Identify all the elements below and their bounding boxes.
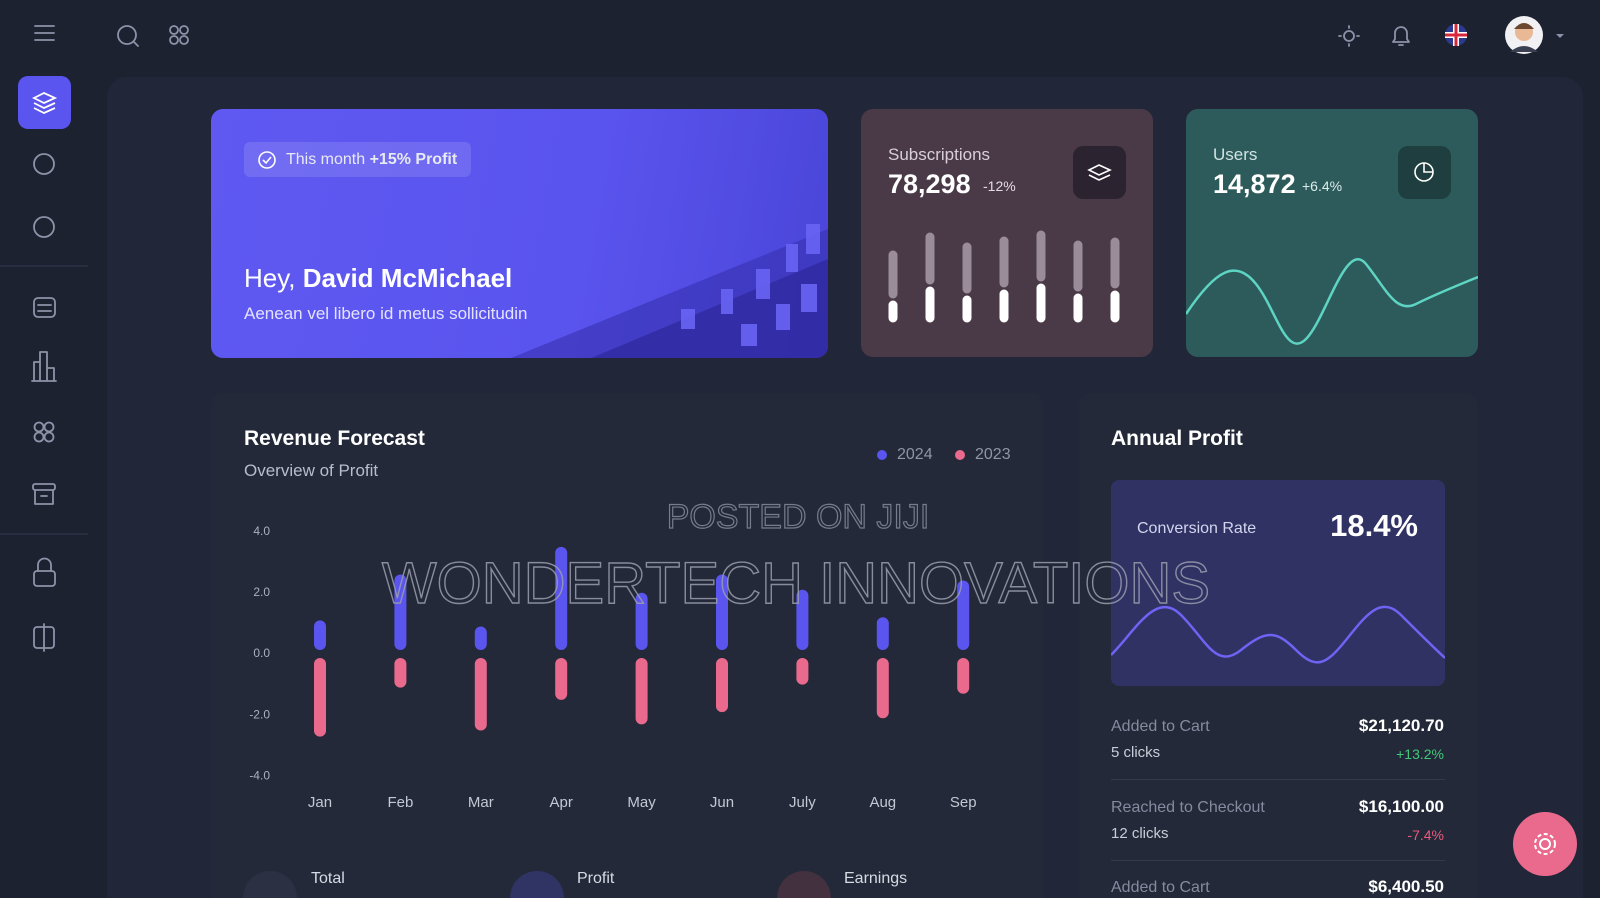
nav-icons[interactable]	[0, 153, 89, 652]
conversion-label: Conversion Rate	[1137, 520, 1257, 537]
annual-title: Annual Profit	[1111, 427, 1243, 450]
bar	[796, 658, 809, 685]
hero-art	[511, 224, 828, 358]
users-change: +6.4%	[1302, 178, 1343, 194]
badge-prefix: This month	[286, 151, 366, 168]
revenue-card	[211, 393, 1043, 898]
x-tick-label: Mar	[468, 794, 494, 811]
subscriptions-art	[888, 146, 1126, 323]
subscriptions-card: Subscriptions 78,298 -12%	[861, 109, 1153, 357]
users-card: Users 14,872 +6.4%	[1186, 109, 1478, 357]
x-tick-label: Jan	[308, 794, 332, 811]
item-label: Added to Cart	[1111, 718, 1210, 735]
divider	[1111, 779, 1445, 780]
stat-label: Earnings	[844, 870, 908, 887]
item-clicks: 5 clicks	[1111, 744, 1161, 761]
profit-badge: This month +15% Profit	[244, 142, 472, 177]
bar	[394, 658, 407, 688]
legend-label: 2023	[975, 446, 1011, 463]
bar	[474, 658, 487, 731]
x-tick-label: May	[627, 794, 656, 811]
x-tick-label: Apr	[550, 794, 573, 811]
x-tick-label: Feb	[387, 794, 413, 811]
bar	[635, 658, 648, 725]
y-tick-label: 4.0	[253, 524, 270, 538]
bar	[876, 658, 889, 719]
bar	[474, 626, 487, 650]
bar	[635, 592, 648, 650]
bar	[876, 617, 889, 650]
bar	[555, 546, 568, 650]
users-label: Users	[1213, 145, 1258, 164]
bar	[716, 574, 728, 650]
users-value: 14,872	[1213, 169, 1296, 199]
conversion-box: Conversion Rate 18.4%	[1111, 480, 1445, 686]
item-label: Added to Cart	[1111, 879, 1210, 896]
hero-subtitle: Aenean vel libero id metus sollicitudin	[244, 304, 528, 323]
x-tick-label: Aug	[869, 794, 896, 811]
bar	[555, 658, 568, 700]
y-tick-label: -2.0	[249, 707, 270, 721]
y-tick-label: -4.0	[249, 769, 270, 783]
layers-icon	[31, 92, 58, 114]
conversion-value: 18.4%	[1330, 508, 1418, 543]
subscriptions-value: 78,298	[888, 169, 971, 199]
avatar[interactable]	[1505, 16, 1564, 54]
bar	[716, 658, 728, 713]
user-name: David McMichael	[302, 263, 513, 293]
badge-highlight: +15% Profit	[369, 151, 458, 168]
topbar	[117, 16, 1564, 54]
item-change: -7.4%	[1407, 827, 1444, 843]
y-tick-label: 2.0	[253, 585, 270, 599]
hero-card: This month +15% Profit Hey, David McMich…	[211, 109, 828, 358]
sidebar-icons	[0, 25, 89, 652]
users-art	[1186, 146, 1478, 345]
item-amount: $6,400.50	[1368, 877, 1444, 896]
chart-title: Revenue Forecast	[244, 427, 425, 450]
greeting: Hey, David McMichael	[244, 263, 512, 294]
item-label: Reached to Checkout	[1111, 799, 1265, 816]
x-tick-label: July	[789, 794, 816, 811]
item-clicks: 12 clicks	[1111, 825, 1169, 842]
bar	[957, 658, 970, 694]
flag-icon[interactable]	[1445, 24, 1467, 46]
annual-profit-card: Annual Profit Conversion Rate 18.4%	[1079, 393, 1477, 898]
item-amount: $21,120.70	[1358, 716, 1444, 735]
topbar-icons[interactable]	[117, 25, 1410, 47]
stat-label: Total	[311, 870, 345, 887]
sidebar	[0, 0, 89, 898]
conversion-wave	[1111, 605, 1445, 664]
item-change: +13.2%	[1396, 746, 1444, 762]
y-tick-label: 0.0	[253, 646, 270, 660]
chart-subtitle: Overview of Profit	[244, 461, 379, 480]
x-tick-label: Jun	[710, 794, 734, 811]
subscriptions-label: Subscriptions	[888, 145, 991, 164]
greeting-word: Hey,	[244, 263, 296, 293]
divider	[1111, 860, 1445, 861]
menu-icon[interactable]	[34, 25, 55, 41]
bar	[394, 574, 407, 650]
check-icon	[258, 151, 276, 169]
subscriptions-change: -12%	[983, 178, 1016, 194]
x-tick-label: Sep	[950, 794, 977, 811]
item-amount: $16,100.00	[1358, 797, 1444, 816]
stat-label: Profit	[577, 870, 615, 887]
legend-dot	[955, 450, 965, 460]
bar	[314, 658, 326, 737]
legend-label: 2024	[897, 446, 933, 463]
bar	[314, 620, 326, 650]
bar	[957, 580, 970, 650]
bar	[796, 589, 809, 650]
legend-dot	[877, 450, 887, 460]
settings-button[interactable]	[1512, 811, 1578, 877]
